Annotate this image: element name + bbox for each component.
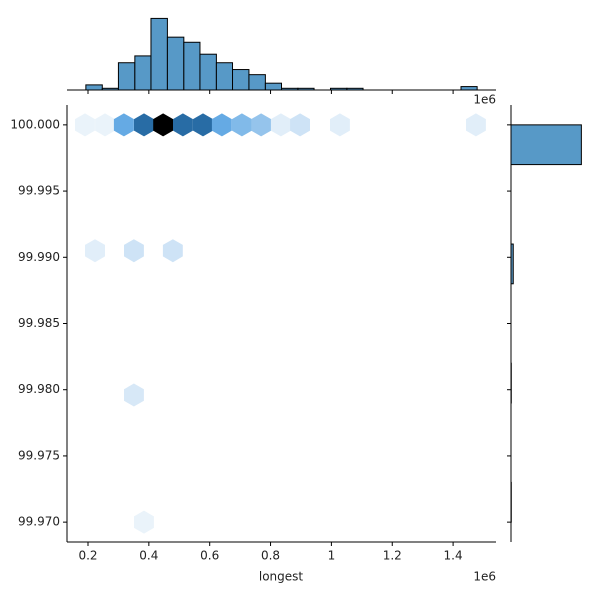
top-hist-bar [183, 41, 201, 91]
hex-cell [134, 510, 154, 534]
hex-cell [290, 113, 310, 137]
x-offset-label: 1e6 [473, 570, 496, 584]
y-tick-label: 99.990 [18, 250, 60, 264]
top-hist-bar [134, 55, 152, 91]
hex-cell [232, 113, 252, 137]
hex-cell [251, 113, 272, 137]
hex-cell [193, 113, 213, 137]
right-hist-bar [510, 124, 582, 166]
top-hist-bar [264, 82, 283, 91]
y-tick-label: 99.995 [18, 184, 60, 198]
y-tick-label: 99.970 [18, 515, 60, 529]
x-tick-label: 0.6 [200, 549, 219, 563]
top-hist-bar [117, 62, 136, 91]
hex-cell [330, 113, 350, 137]
hex-cell [134, 113, 154, 137]
x-tick-label: 1.2 [383, 549, 402, 563]
x-tick-label: 1.4 [444, 549, 463, 563]
hex-cell [162, 239, 183, 263]
y-tick-label: 99.985 [18, 316, 60, 330]
x-tick-label: 1 [328, 549, 336, 563]
top-hist-bar [199, 53, 217, 91]
x-tick-label: 0.2 [78, 549, 97, 563]
hex-cell [466, 113, 486, 137]
hex-cell [75, 113, 95, 137]
hex-cell [124, 383, 144, 407]
top-hist-bar [460, 86, 478, 91]
hex-cell [211, 113, 232, 137]
top-hist-bar [232, 69, 250, 91]
hex-cell [173, 113, 193, 137]
y-tick-label: 99.980 [18, 382, 60, 396]
x-tick-label: 0.8 [261, 549, 280, 563]
top-hist-bar [215, 62, 234, 91]
y-tick-label: 100.000 [10, 117, 60, 131]
hex-cell [113, 113, 134, 137]
top-offset-label: 1e6 [473, 93, 496, 107]
y-tick-label: 99.975 [18, 448, 60, 462]
hex-cell [85, 239, 105, 263]
top-hist-bar [150, 17, 168, 91]
hex-cell [124, 239, 144, 263]
top-hist-bar [248, 74, 266, 91]
top-hist-bar [166, 36, 185, 91]
hex-cell [153, 113, 174, 137]
hex-cell [95, 113, 115, 137]
top-hist-bar [85, 84, 103, 91]
hex-cell [270, 113, 291, 137]
x-tick-label: 0.4 [139, 549, 158, 563]
x-axis-label: longest [259, 570, 304, 584]
